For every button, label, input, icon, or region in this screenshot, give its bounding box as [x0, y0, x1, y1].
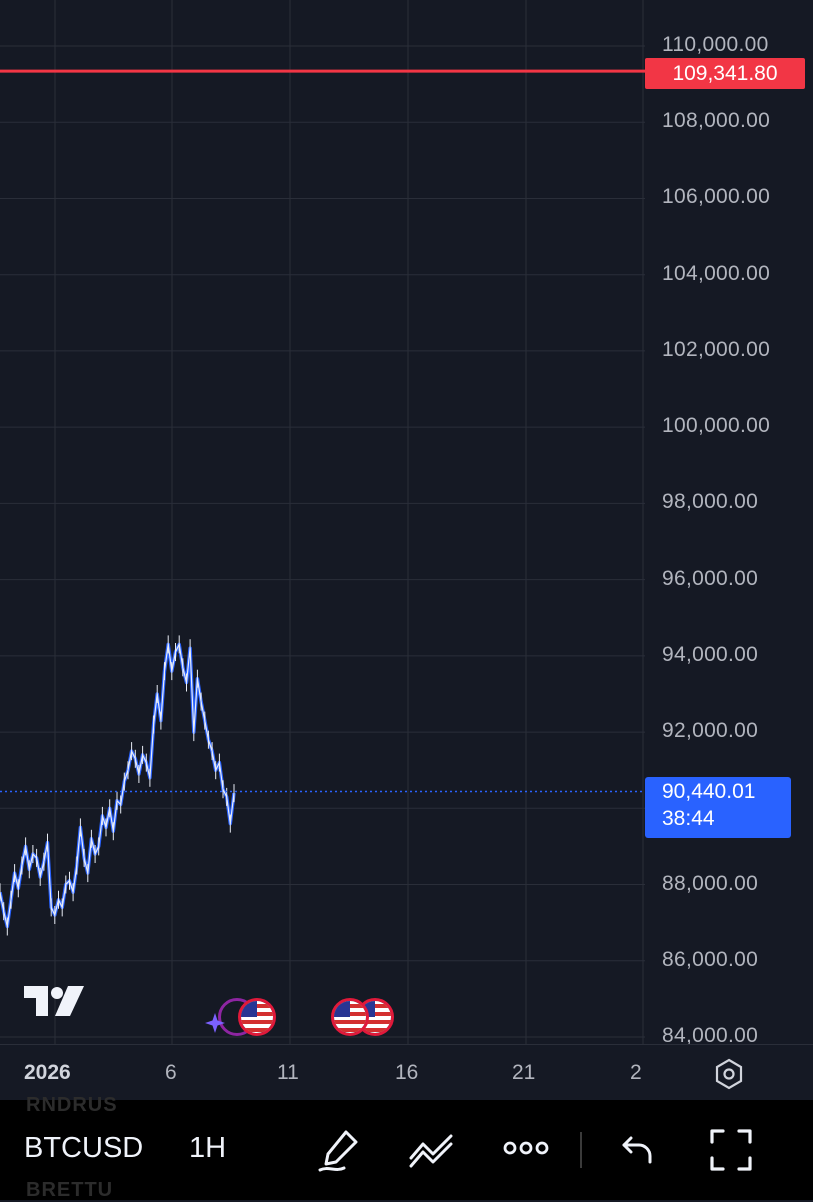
price-scale-label: 84,000.00 [662, 1024, 759, 1044]
bottom-toolbar: RNDRUS BTCUSD 1H BRETTU [0, 1094, 813, 1201]
drawing-pen-icon[interactable] [316, 1126, 364, 1174]
us-flag-event-icon[interactable] [331, 998, 369, 1036]
chart-area[interactable]: 110,000.00 108,000.00 106,000.00 104,000.00… [0, 0, 813, 1044]
price-scale-label: 106,000.00 [662, 185, 771, 209]
ghost-symbol-top: RNDRUS [26, 1094, 118, 1116]
price-scale-label: 100,000.00 [662, 414, 771, 438]
toolbar-divider [580, 1132, 582, 1168]
price-scale-label: 108,000.00 [662, 109, 771, 133]
price-scale-label: 88,000.00 [662, 871, 759, 895]
time-label: 16 [395, 1061, 419, 1084]
symbol-button[interactable]: BTCUSD [24, 1132, 144, 1164]
time-label: 11 [277, 1061, 299, 1084]
last-price-label: 90,440.01 38:44 [645, 777, 791, 838]
time-label-year: 2026 [24, 1061, 71, 1084]
indicators-icon[interactable] [408, 1128, 456, 1172]
bar-countdown: 38:44 [662, 807, 715, 830]
time-label: 2 [630, 1061, 642, 1084]
time-label: 21 [512, 1061, 536, 1084]
price-scale-label: 94,000.00 [662, 642, 759, 666]
price-scale-label: 110,000.00 [662, 33, 769, 56]
price-series [0, 635, 236, 936]
interval-button[interactable]: 1H [189, 1132, 227, 1164]
price-chart[interactable] [0, 0, 813, 1044]
tradingview-logo-icon[interactable] [22, 984, 86, 1018]
time-scale[interactable]: 2026 6 11 16 21 2 [0, 1044, 813, 1101]
settings-hexagon-icon[interactable] [712, 1057, 746, 1091]
fullscreen-icon[interactable] [709, 1128, 753, 1172]
time-label: 6 [165, 1061, 177, 1084]
more-icon[interactable] [503, 1138, 549, 1158]
price-scale-label: 102,000.00 [662, 337, 771, 361]
price-scale-label: 92,000.00 [662, 719, 759, 743]
undo-icon[interactable] [619, 1132, 655, 1168]
alert-price-label[interactable]: 109,341.80 [645, 58, 805, 89]
price-scale-label: 86,000.00 [662, 947, 759, 971]
price-scale-label: 104,000.00 [662, 261, 771, 285]
grid [0, 0, 645, 1044]
price-scale-label: 98,000.00 [662, 490, 759, 514]
sparkle-icon [205, 1013, 225, 1033]
price-scale-label: 96,000.00 [662, 566, 759, 590]
last-price-value: 90,440.01 [662, 780, 756, 803]
us-flag-event-icon[interactable] [238, 998, 276, 1036]
ghost-symbol-bottom: BRETTU [26, 1179, 114, 1201]
